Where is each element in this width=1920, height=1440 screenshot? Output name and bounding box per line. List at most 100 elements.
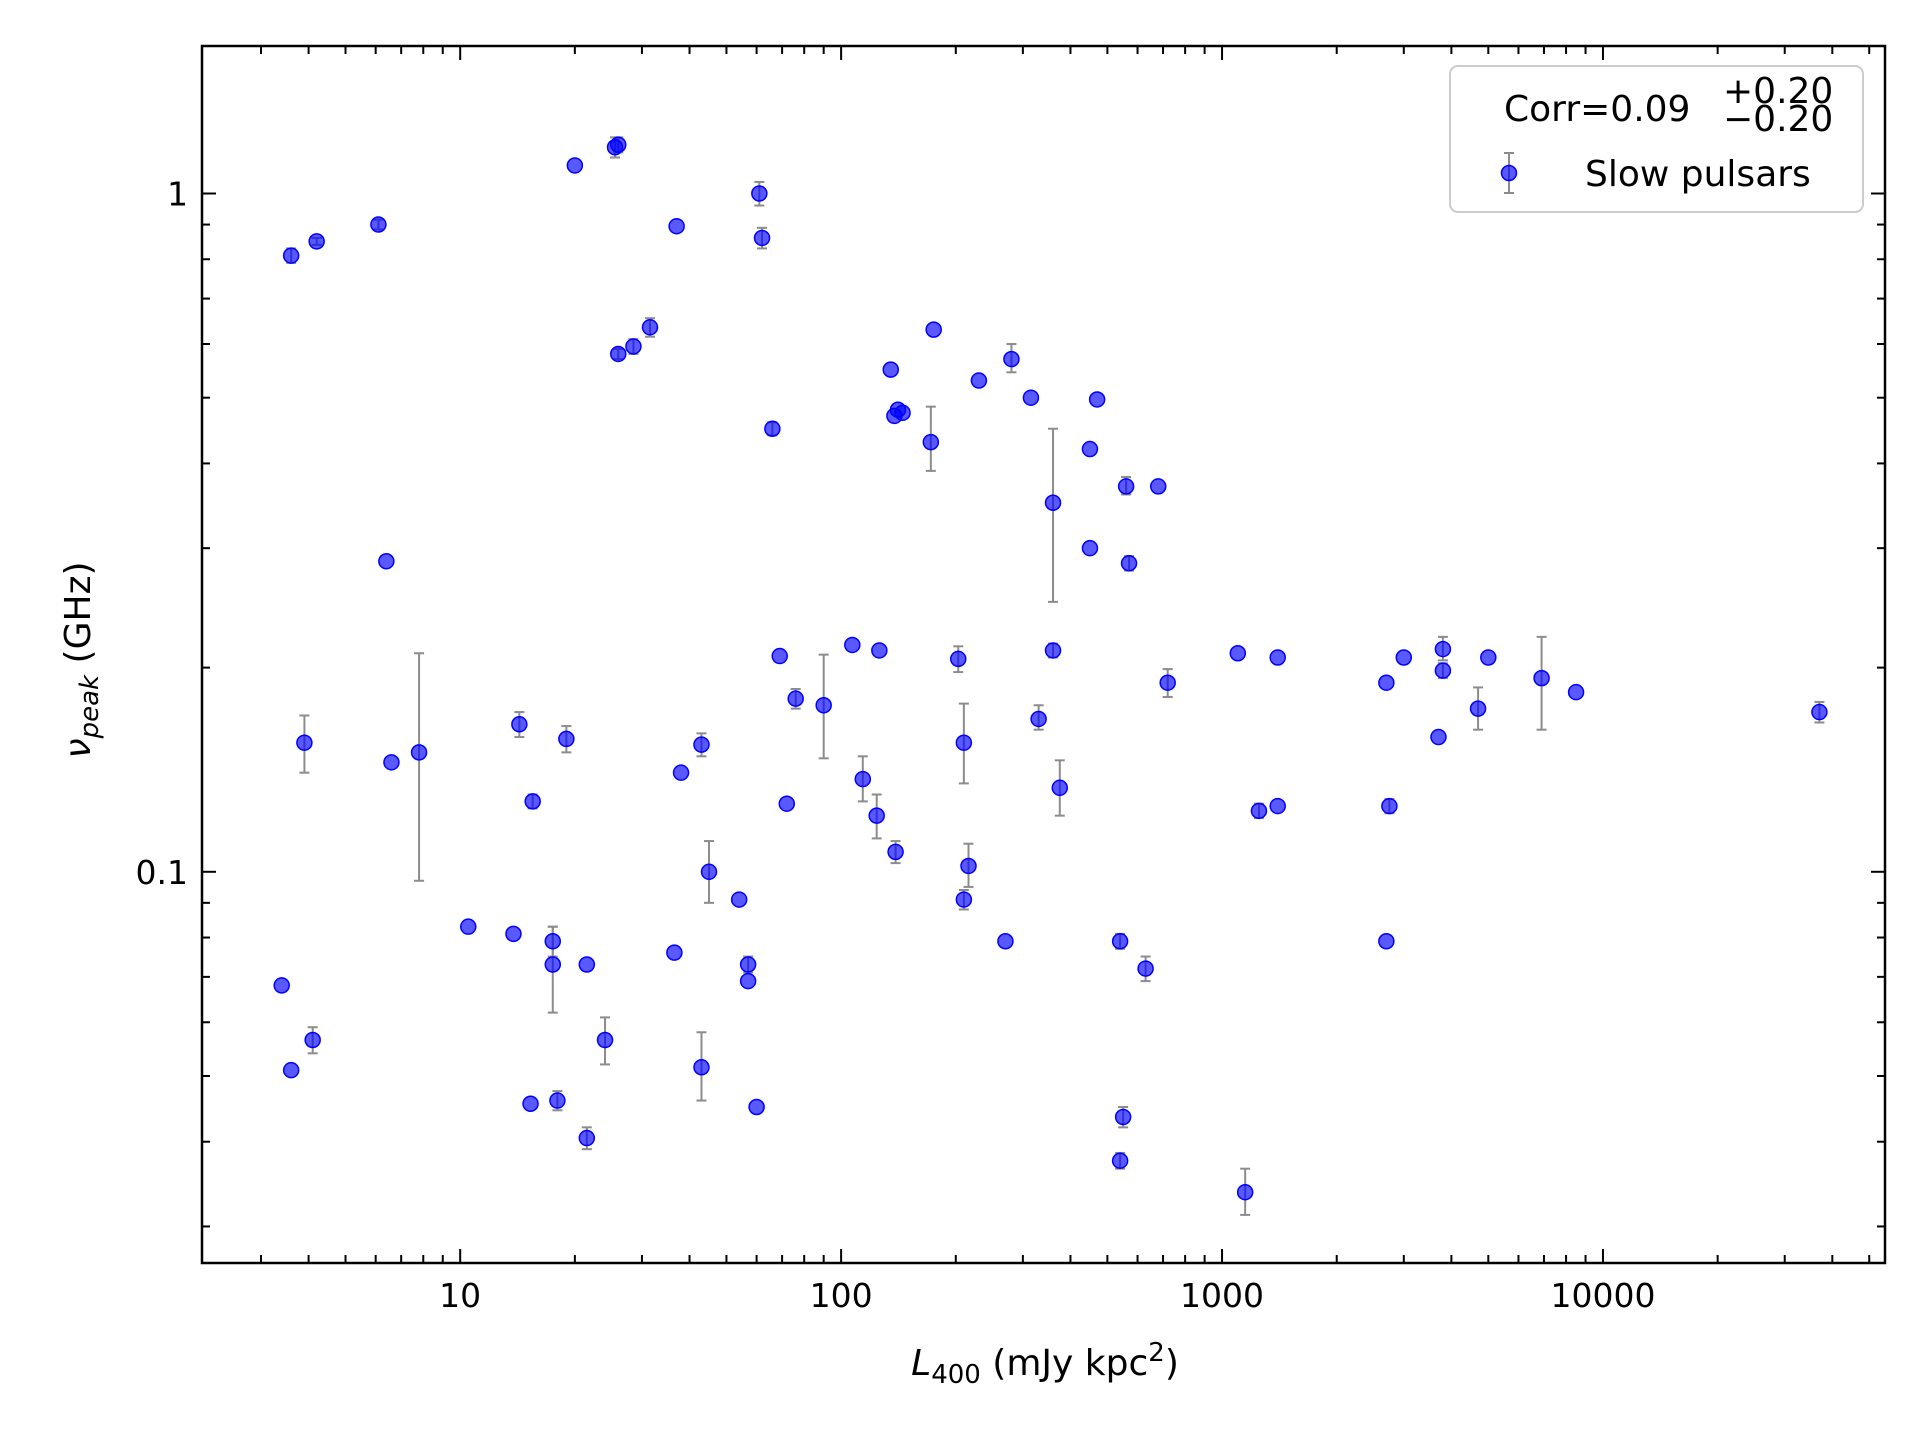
data-point (1378, 674, 1395, 691)
plot-frame (200, 44, 1887, 1265)
y-tick-labels: 0.11 (136, 175, 188, 892)
data-point (1533, 669, 1550, 687)
data-point (997, 932, 1014, 950)
data-point (544, 956, 562, 973)
data-point (882, 361, 900, 378)
data-point (273, 977, 290, 994)
data-point (1120, 555, 1138, 572)
data-point (739, 956, 757, 973)
data-point (668, 217, 685, 235)
data-point (549, 1092, 566, 1109)
data-point (753, 229, 771, 247)
y-axis-label: νpeak (GHz) (58, 561, 105, 758)
data-point (739, 972, 757, 990)
data-point (383, 754, 400, 771)
data-point (844, 636, 861, 654)
data-point (596, 1031, 614, 1049)
data-point (1381, 797, 1398, 815)
data-point (1044, 494, 1062, 512)
data-point (1117, 478, 1135, 495)
data-point (922, 433, 940, 451)
data-point (610, 136, 627, 154)
data-point (672, 764, 690, 781)
data-point (854, 770, 872, 788)
data-point (625, 338, 642, 355)
data-point (970, 372, 988, 389)
data-point (578, 1129, 596, 1147)
data-point (578, 956, 596, 973)
data-point (1030, 710, 1047, 728)
data-point (511, 716, 528, 733)
data-point (370, 216, 387, 233)
data-point (955, 891, 973, 908)
data-point (1044, 642, 1062, 659)
data-point (949, 650, 967, 668)
data-point (871, 642, 888, 659)
data-point (693, 1059, 710, 1076)
legend-corr-lower: −0.20 (1723, 99, 1833, 140)
data-point (1269, 649, 1286, 666)
data-point (787, 690, 804, 707)
data-point (544, 932, 562, 950)
data-point (1081, 539, 1099, 557)
data-point (1430, 728, 1447, 746)
data-point (868, 807, 885, 824)
data-point (460, 918, 477, 935)
data-point (282, 1061, 300, 1079)
data-point (1111, 1152, 1129, 1169)
data-point (748, 1098, 765, 1116)
x-tick-label: 10 (439, 1276, 481, 1315)
data-point (1250, 802, 1268, 820)
data-point (771, 647, 788, 665)
data-point (1236, 1183, 1254, 1201)
data-point (955, 734, 973, 751)
data-point (304, 1031, 321, 1049)
data-point (1269, 797, 1286, 815)
data-point (666, 944, 683, 961)
data-point (1137, 960, 1154, 977)
legend-corr-upper: +0.20 (1723, 71, 1833, 112)
legend-corr-text: Corr=0.09 (1504, 89, 1690, 130)
data-point (1149, 478, 1167, 495)
legend: Corr=0.09 +0.20 −0.20 Slow pulsars (1449, 65, 1864, 213)
data-point (1022, 389, 1040, 406)
data-point (693, 736, 710, 753)
x-axis-label: L400 (mJy kpc2) (911, 1338, 1179, 1390)
data-point (1378, 932, 1395, 950)
data-point (1003, 350, 1020, 368)
data-point (778, 795, 796, 812)
y-tick-label: 1 (167, 175, 188, 214)
data-point (378, 552, 395, 570)
y-tick-label: 0.1 (136, 853, 188, 892)
data-points (273, 136, 1828, 1201)
data-point (1434, 640, 1452, 658)
data-point (1229, 644, 1247, 662)
x-tick-label: 100 (810, 1276, 873, 1315)
data-point (700, 863, 718, 881)
data-point (1159, 674, 1176, 691)
x-tick-labels: 10 100 1000 10000 (439, 1276, 1655, 1315)
data-point (1480, 649, 1497, 666)
data-point (282, 247, 300, 264)
data-point (815, 697, 832, 714)
data-point (505, 925, 522, 943)
legend-series-label: Slow pulsars (1585, 154, 1811, 195)
data-point (1111, 932, 1129, 950)
data-point (751, 185, 768, 202)
data-point (1811, 703, 1828, 721)
x-tick-label: 10000 (1550, 1276, 1655, 1315)
data-point (1395, 649, 1413, 666)
data-point (894, 404, 911, 422)
data-point (1081, 440, 1099, 458)
legend-marker-point (1500, 164, 1518, 182)
x-tick-label: 1000 (1180, 1276, 1264, 1315)
data-point (1114, 1108, 1132, 1126)
data-point (522, 1095, 539, 1113)
data-point (764, 420, 781, 437)
legend-box (1449, 65, 1864, 213)
data-point (1567, 683, 1585, 701)
data-point (610, 345, 627, 363)
data-point (410, 744, 428, 761)
